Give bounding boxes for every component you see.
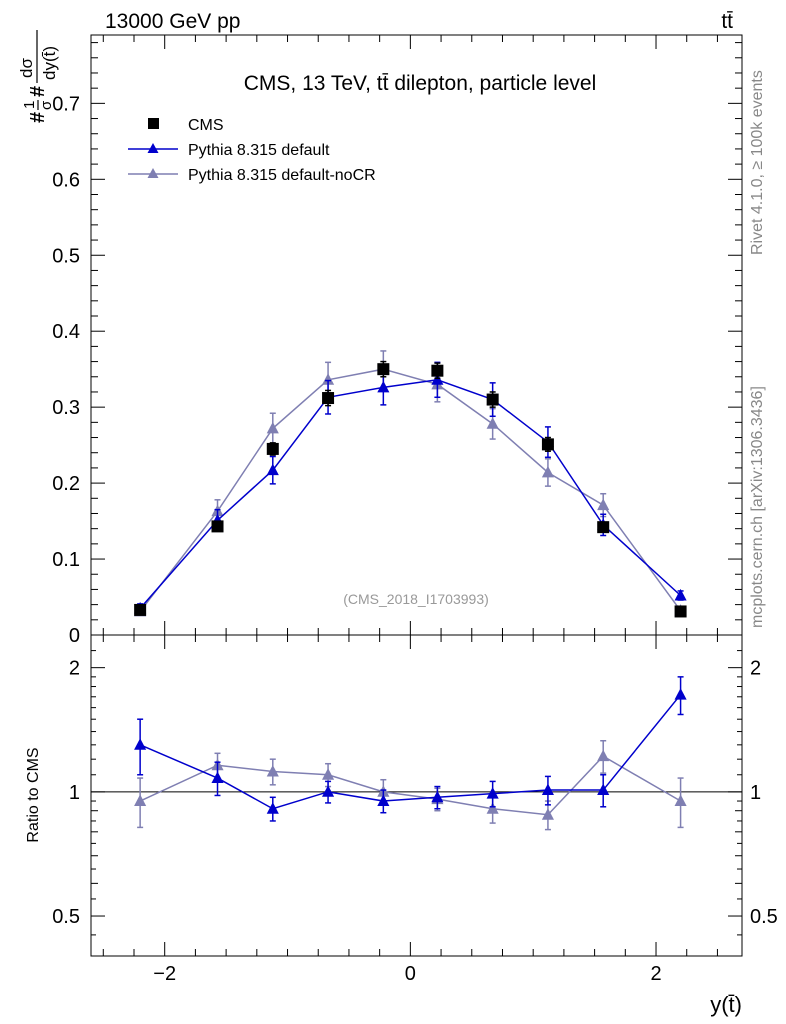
ratio-point-pythia-nocr [134,794,147,806]
x-tick-label: 0 [405,963,416,985]
ratio-point-pythia-nocr [541,808,554,820]
data-point-cms [211,520,224,533]
data-point-pythia-nocr [597,498,610,511]
chart-title: CMS, 13 TeV, tt̄ dilepton, particle leve… [244,72,597,95]
data-point-cms [486,393,499,406]
ratio-plot-frame [90,634,743,957]
y-tick-label-ratio: 2 [69,658,80,680]
data-point-pythia-nocr [322,373,335,385]
y-tick-label-main: 0.5 [52,245,80,267]
rivet-version-label: Rivet 4.1.0, ≥ 100k events [749,70,766,255]
ratio-point-pythia-nocr [674,794,687,806]
y-tick-label-main: 0.7 [52,93,80,115]
source-label: mcplots.cern.ch [arXiv:1306.3436] [749,386,766,628]
data-point-cms [134,603,147,616]
ratio-y-axis-label: Ratio to CMS [25,747,42,842]
data-point-cms [597,521,610,534]
y-tick-label-ratio: 1 [69,782,80,804]
ratio-line-pythia-default [139,694,682,810]
ratio-point-pythia-default [431,790,444,803]
x-tick-label: 2 [650,963,661,985]
ratio-point-pythia-default [541,783,554,796]
ratio-point-pythia-default [377,794,390,806]
series-line-pythia-nocr [139,368,682,612]
legend-marker-default [147,143,159,153]
x-tick-label: −2 [153,963,176,985]
y-tick-label-main: 0.2 [52,473,80,495]
legend-label-default: Pythia 8.315 default [188,142,330,159]
analysis-tag: (CMS_2018_I1703993) [343,591,489,607]
ratio-point-pythia-default [266,802,279,814]
data-point-pythia-nocr [541,465,554,478]
ratio-point-pythia-nocr [597,749,610,762]
y-tick-label-ratio-right: 1 [750,782,761,804]
ratio-point-pythia-default [486,787,499,799]
y-tick-label-main: 0 [69,625,80,647]
data-point-pythia-nocr [486,417,499,429]
y-tick-label-ratio-right: 2 [750,658,761,680]
y-tick-label-main: 0.4 [52,321,80,343]
svg-text:dσ: dσ [17,58,36,78]
legend-label-cms: CMS [188,117,224,134]
svg-text:1: 1 [21,101,38,109]
series-line-pythia-default [139,379,682,609]
x-axis-label: y(t̄) [710,992,742,1017]
y-tick-label-main: 0.3 [52,397,80,419]
data-point-cms [322,392,335,405]
legend-marker-cms [148,118,159,129]
svg-text:σ: σ [38,100,55,110]
axes-layer: −2 0 2 0 0.1 0.2 0.3 0.4 0.5 0.6 0.7 0.5 0.5 1 1 2 2 [52,35,778,985]
ratio-point-pythia-nocr [322,768,335,780]
ratio-point-pythia-default [322,785,335,797]
svg-text:#: # [27,112,49,123]
y-tick-label-ratio: 0.5 [52,906,80,928]
series-layer [134,350,687,618]
legend: CMS Pythia 8.315 default Pythia 8.315 de… [128,117,376,184]
ratio-point-pythia-default [597,783,610,796]
ratio-point-pythia-default [674,688,687,700]
ratio-point-pythia-default [134,738,147,750]
energy-label: 13000 GeV pp [105,10,240,33]
legend-marker-nocr [147,168,159,178]
main-y-axis-label: # 1 σ # dσ dy(t̄) [17,30,59,123]
process-label: tt̄ [721,10,733,33]
data-point-pythia-default [674,588,687,601]
data-point-cms [431,364,444,377]
data-point-cms [377,363,390,376]
data-point-cms [674,605,687,618]
data-point-pythia-default [377,380,390,393]
data-point-pythia-nocr [266,421,279,434]
y-tick-label-ratio-right: 0.5 [750,906,778,928]
ratio-line-pythia-nocr [139,755,681,816]
legend-label-nocr: Pythia 8.315 default-noCR [188,167,376,184]
ratio-point-pythia-nocr [486,802,499,814]
ratio-point-pythia-nocr [266,764,279,777]
data-point-pythia-default [266,463,279,476]
data-point-cms [266,442,279,455]
data-point-cms [541,438,554,451]
ratio-layer [91,676,742,831]
y-tick-label-main: 0.6 [52,169,80,191]
svg-text:dy(t̄): dy(t̄) [40,46,59,80]
ratio-point-pythia-default [211,771,224,784]
y-tick-label-main: 0.1 [52,549,80,571]
svg-text:#: # [27,86,49,97]
